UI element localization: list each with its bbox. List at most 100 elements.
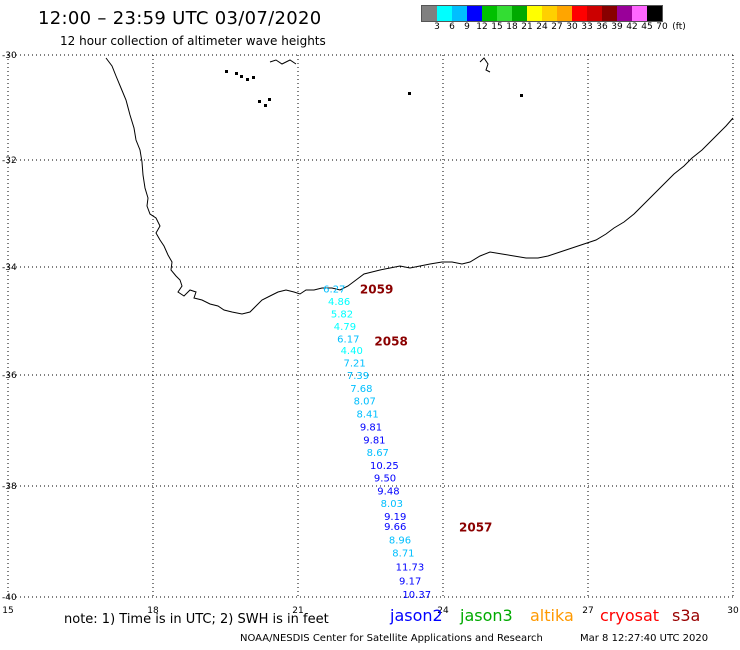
longitude-tick-label: 24 — [437, 606, 449, 616]
inland-lake-marker — [240, 75, 243, 78]
latitude-tick-label: -40 — [2, 593, 17, 603]
wave-height-label: 6.27 — [323, 285, 345, 296]
wave-height-label: 4.86 — [328, 297, 350, 308]
wave-height-label: 9.17 — [399, 576, 421, 587]
wave-height-label: 9.50 — [374, 474, 396, 485]
legend-tick-label: 24 — [536, 22, 548, 32]
pass-number-label: 2058 — [374, 335, 407, 349]
legend-tick-label: 70 — [656, 22, 668, 32]
legend-swatch — [497, 6, 512, 21]
inland-lake-marker — [268, 98, 271, 101]
legend-tick-label: 42 — [626, 22, 638, 32]
inland-lake-outline — [479, 57, 491, 73]
legend-swatch — [437, 6, 452, 21]
wave-height-values: 6.274.865.82 4.796.174.40 7.217.39 7.68 8.07… — [323, 285, 431, 602]
wave-height-label: 9.19 — [384, 512, 406, 523]
color-scale-legend — [421, 5, 663, 22]
legend-swatch — [482, 6, 497, 21]
latitude-tick-label: -36 — [2, 371, 17, 381]
legend-tick-label: 3 — [434, 22, 440, 32]
wave-height-label: 8.07 — [354, 397, 376, 408]
wave-height-label: 7.21 — [343, 359, 365, 370]
legend-swatch — [632, 6, 647, 21]
legend-swatch — [602, 6, 617, 21]
wave-height-label: 4.79 — [334, 322, 356, 333]
wave-height-label: 11.73 — [396, 562, 425, 573]
inland-lake-outline — [269, 59, 297, 65]
inland-lake-marker — [258, 100, 261, 103]
satellite-label-altika: altika — [530, 606, 574, 625]
legend-swatch — [422, 6, 437, 21]
legend-swatch — [647, 6, 662, 21]
longitude-tick-label: 30 — [727, 606, 739, 616]
latitude-tick-label: -30 — [2, 51, 17, 61]
wave-height-label: 9.66 — [384, 522, 406, 533]
wave-height-label: 4.40 — [341, 346, 363, 357]
credit-line: NOAA/NESDIS Center for Satellite Applica… — [240, 633, 543, 644]
wave-height-label: 6.17 — [337, 334, 359, 345]
legend-tick-label: 45 — [641, 22, 653, 32]
legend-swatch — [527, 6, 542, 21]
legend-tick-label: 21 — [521, 22, 533, 32]
wave-height-label: 7.39 — [347, 371, 369, 382]
legend-tick-label: 9 — [464, 22, 470, 32]
legend-tick-label: 36 — [596, 22, 608, 32]
inland-lake-marker — [264, 104, 267, 107]
satellite-label-cryosat: cryosat — [600, 606, 660, 625]
longitude-tick-label: 18 — [147, 606, 159, 616]
inland-lake-marker — [408, 92, 411, 95]
legend-swatch — [452, 6, 467, 21]
legend-tick-label: 39 — [611, 22, 623, 32]
map-title: 12:00 – 23:59 UTC 03/07/2020 — [38, 8, 322, 29]
legend-tick-label: 30 — [566, 22, 578, 32]
longitude-tick-label: 21 — [292, 606, 303, 616]
wave-height-label: 10.25 — [370, 461, 399, 472]
inland-lake-marker — [252, 76, 255, 79]
wave-height-label: 9.48 — [377, 486, 399, 497]
satellite-label-jason3: jason3 — [460, 606, 513, 625]
wave-height-label: 8.96 — [389, 535, 411, 546]
legend-swatch — [587, 6, 602, 21]
legend-swatch — [512, 6, 527, 21]
wave-height-label: 8.41 — [357, 409, 379, 420]
latitude-tick-label: -34 — [2, 263, 17, 273]
legend-swatch — [542, 6, 557, 21]
legend-tick-label: 27 — [551, 22, 563, 32]
coastline-path — [105, 57, 734, 315]
longitude-tick-label: 27 — [582, 606, 593, 616]
wave-height-label: 8.03 — [381, 499, 403, 510]
latitude-tick-label: -38 — [2, 482, 17, 492]
wave-height-label: 8.71 — [392, 549, 414, 560]
map-subtitle: 12 hour collection of altimeter wave hei… — [60, 34, 326, 48]
legend-swatch — [467, 6, 482, 21]
legend-unit-label: (ft) — [672, 22, 686, 32]
pass-number-labels: 2059 2058 2057 — [360, 283, 492, 535]
pass-number-label: 2059 — [360, 283, 393, 297]
inland-lake-marker — [235, 72, 238, 75]
pass-number-label: 2057 — [459, 521, 492, 535]
legend-tick-label: 18 — [506, 22, 518, 32]
inland-lake-marker — [246, 78, 249, 81]
wave-height-label: 5.82 — [331, 309, 353, 320]
graticule — [7, 54, 734, 598]
inland-lake-marker — [225, 70, 228, 73]
wave-height-label: 10.37 — [402, 590, 431, 601]
axis-tick-labels: 15 18 21 24 27 30 -30 -32 -34 -36 -38 -40 — [2, 51, 739, 616]
generated-timestamp: Mar 8 12:27:40 UTC 2020 — [580, 633, 709, 644]
inland-lake-marker — [520, 94, 523, 97]
legend-swatch — [557, 6, 572, 21]
legend-swatch — [617, 6, 632, 21]
coastline — [105, 57, 734, 315]
legend-tick-label: 33 — [581, 22, 593, 32]
satellite-label-jason2: jason2 — [390, 606, 443, 625]
footer-note: note: 1) Time is in UTC; 2) SWH is in fe… — [64, 612, 329, 627]
wave-height-label: 9.81 — [360, 423, 382, 434]
longitude-tick-label: 15 — [2, 606, 13, 616]
wave-height-label: 7.68 — [350, 384, 372, 395]
legend-swatch — [572, 6, 587, 21]
legend-tick-label: 15 — [491, 22, 503, 32]
wave-height-label: 9.81 — [363, 435, 385, 446]
satellite-label-s3a: s3a — [672, 606, 701, 625]
